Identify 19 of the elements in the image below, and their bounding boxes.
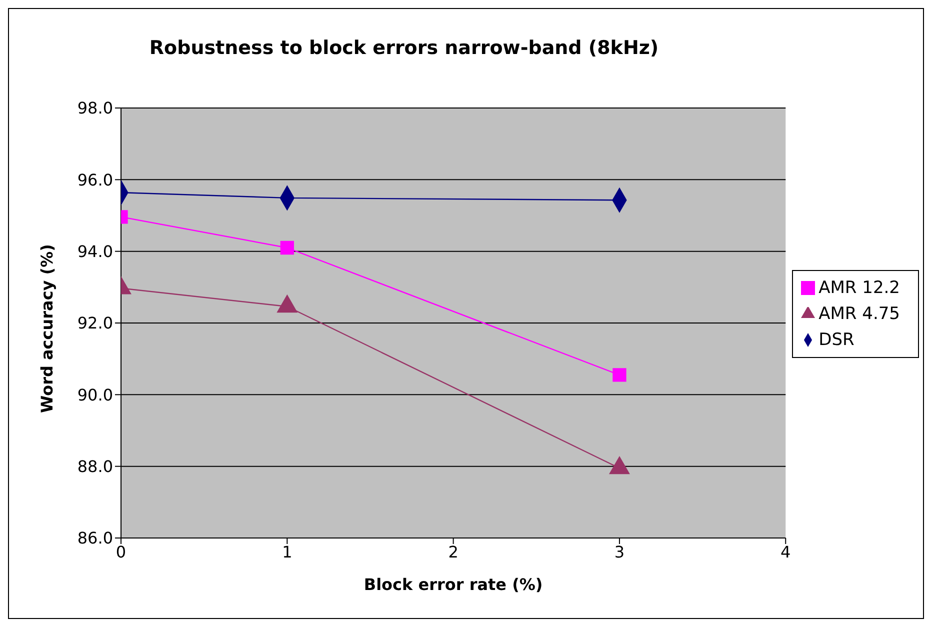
y-tick-label: 94.0 [77,242,113,262]
x-tick-label: 4 [780,542,791,562]
x-tick-label: 0 [116,542,126,562]
legend-label: AMR 4.75 [818,304,900,324]
chart-title: Robustness to block errors narrow-band (8kHz) [148,37,660,59]
y-tick-label: 90.0 [77,385,113,404]
y-tick-label: 98.0 [77,98,113,118]
y-tick-label: 86.0 [77,528,113,548]
y-tick-label: 88.0 [77,457,113,476]
y-tick-label: 96.0 [77,170,113,190]
x-axis-title: Block error rate (%) [364,575,543,594]
x-tick-label: 1 [282,542,292,562]
x-tick-label: 3 [614,542,625,562]
legend-label: DSR [818,330,854,350]
y-axis-title: Word accuracy (%) [38,244,57,413]
y-tick-label: 92.0 [77,314,113,333]
point [609,456,630,474]
legend-label: AMR 12.2 [818,278,900,298]
x-tick-label: 2 [448,542,458,562]
